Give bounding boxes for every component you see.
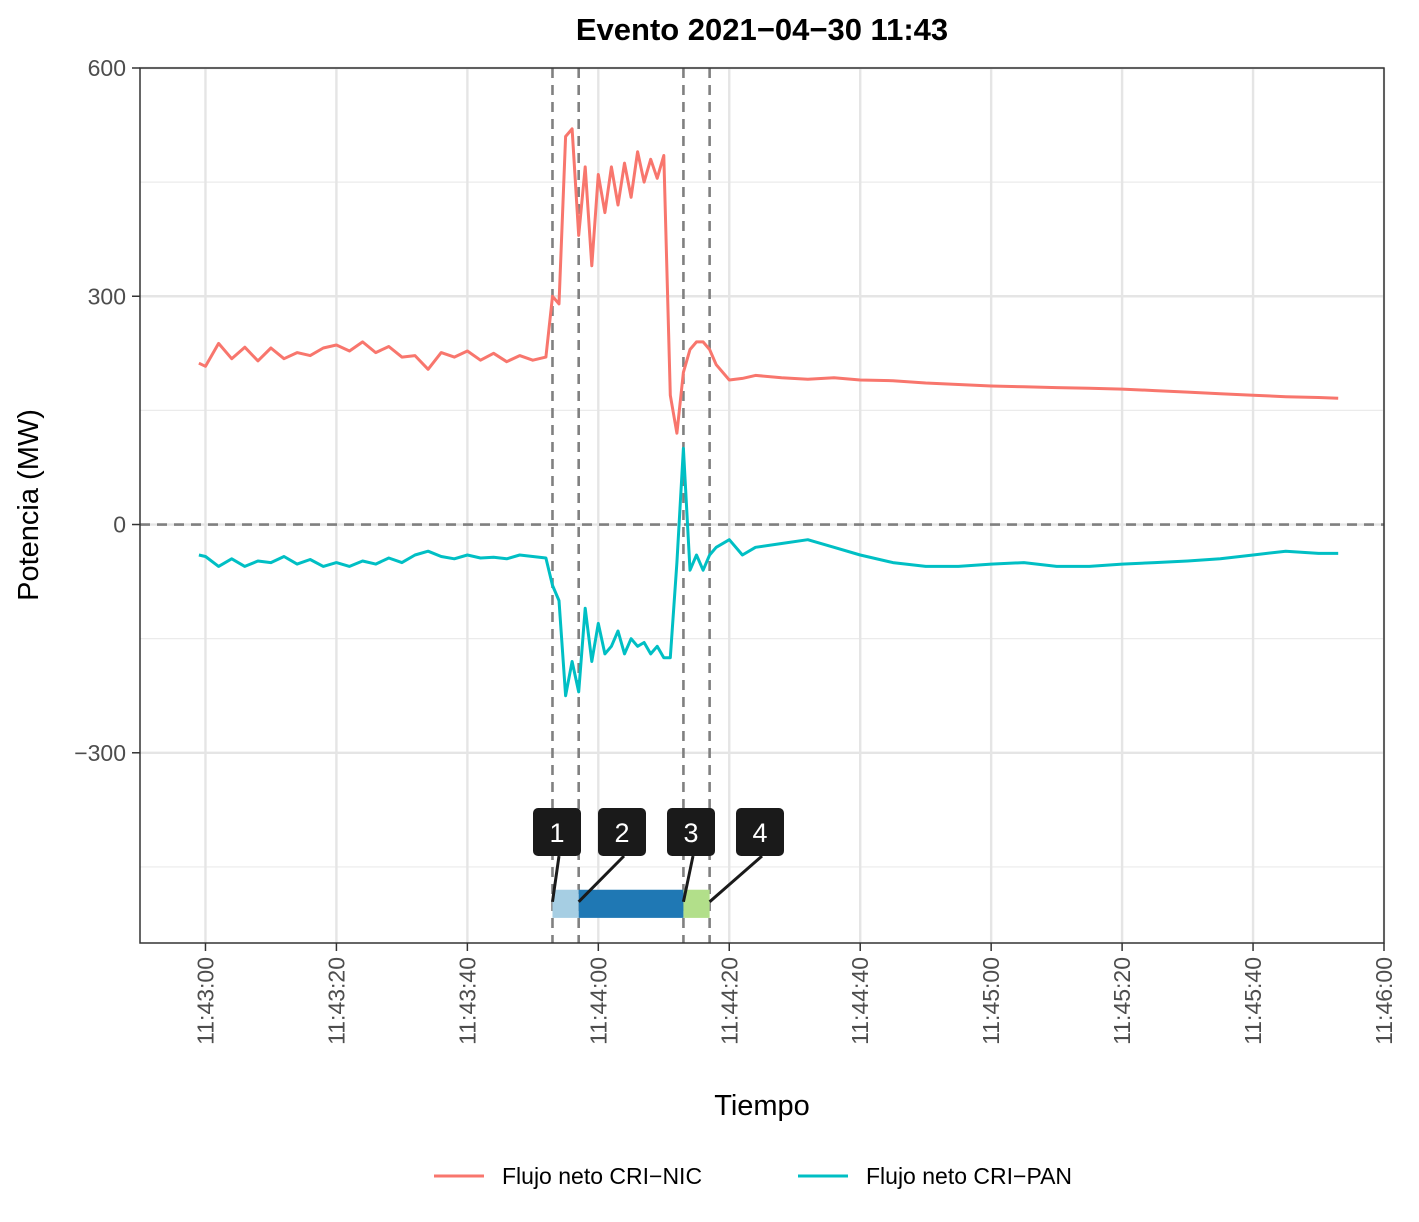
legend: Flujo neto CRI−NIC Flujo neto CRI−PAN [434, 1163, 1072, 1189]
x-axis-title: Tiempo [714, 1090, 810, 1122]
x-tick-label: 11:44:40 [847, 957, 873, 1045]
y-tick-label: 0 [113, 512, 126, 538]
x-tick-label: 11:43:00 [192, 957, 218, 1045]
phase-bar-2 [578, 889, 684, 918]
x-tick-label: 11:44:00 [585, 957, 611, 1045]
y-axis-title: Potencia (MW) [13, 409, 45, 601]
series-line-1 [198, 127, 1339, 435]
x-tick-label: 11:45:40 [1240, 957, 1266, 1045]
phase-labels: 1 2 3 4 [533, 808, 784, 903]
phase-bar-1 [552, 889, 579, 918]
phase-bar-4 [683, 889, 710, 918]
x-tick-label: 11:45:20 [1109, 957, 1135, 1045]
chart-title: Evento 2021−04−30 11:43 [576, 12, 948, 47]
plot-panel-border [139, 67, 1385, 944]
phase-label-2: 2 [614, 818, 629, 848]
y-tick-label: −300 [74, 740, 126, 766]
legend-label-1: Flujo neto CRI−NIC [502, 1163, 702, 1189]
phase-label-box-3 [667, 808, 715, 856]
x-tick-label: 11:43:20 [323, 957, 349, 1045]
phase-label-box-1 [533, 808, 581, 856]
x-tick-label: 11:45:00 [978, 957, 1004, 1045]
phase-leader-3 [681, 855, 695, 903]
y-axis: 600 300 0 −300 [74, 55, 140, 766]
phase-leader-2 [577, 854, 626, 903]
y-tick-label: 600 [88, 55, 126, 81]
x-tick-label: 11:44:20 [716, 957, 742, 1045]
phase-label-1: 1 [549, 818, 564, 848]
phase-label-box-2 [598, 808, 646, 856]
series-line-2 [198, 446, 1339, 698]
phase-label-box-4 [736, 808, 784, 856]
phase-bars [552, 889, 710, 918]
y-tick-label: 300 [88, 283, 126, 309]
legend-label-2: Flujo neto CRI−PAN [866, 1163, 1072, 1189]
phase-leader-4 [708, 854, 763, 903]
x-tick-label: 11:43:40 [454, 957, 480, 1045]
phase-label-3: 3 [683, 818, 698, 848]
x-axis: 11:43:00 11:43:20 11:43:40 11:44:00 11:44:20… [192, 943, 1397, 1045]
series-lines [198, 127, 1339, 698]
phase-leader-1 [550, 855, 561, 903]
phase-label-4: 4 [752, 818, 767, 848]
x-tick-label: 11:46:00 [1371, 957, 1397, 1045]
